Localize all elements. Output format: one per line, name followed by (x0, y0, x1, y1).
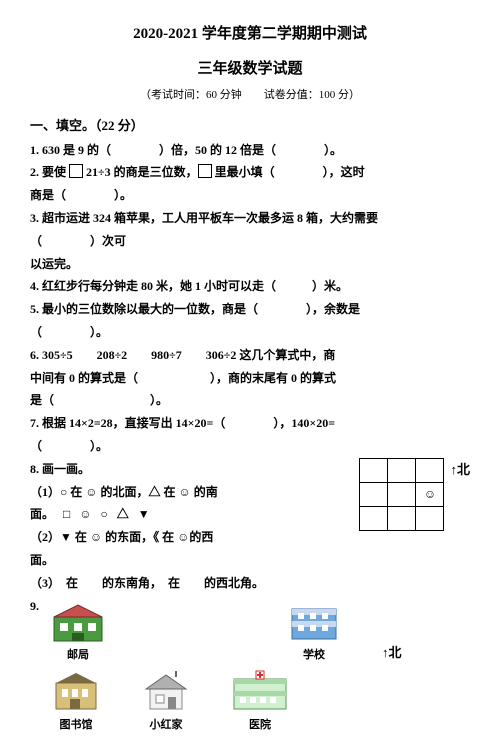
circle-symbol: ○ (101, 507, 108, 521)
q2c: 里最小填（ ），这时 (212, 165, 365, 179)
q7b: （ ）。 (30, 435, 470, 458)
q4: 4. 红红步行每分钟走 80 米，她 1 小时可以走（ ）米。 (30, 275, 470, 298)
q9: 9. (30, 595, 50, 618)
q2: 2. 要使 21÷3 的商是三位数， 里最小填（ ），这时 (30, 161, 470, 184)
hospital: 医院 (230, 669, 290, 736)
home-icon (142, 671, 190, 713)
q1: 1. 630 是 9 的（ ）倍，50 的 12 倍是（ ）。 (30, 139, 470, 162)
hospital-icon (230, 669, 290, 713)
north-arrow-2: ↑北 (382, 641, 402, 666)
home-label: 小红家 (150, 715, 183, 736)
smiley-icon: ☺ (79, 507, 91, 521)
library-label: 图书馆 (60, 715, 93, 736)
square-symbol: □ (63, 507, 70, 521)
section-1-header: 一、填空。（22 分） (30, 114, 470, 139)
north-label: 北 (457, 462, 470, 477)
down-triangle-symbol: ▼ (138, 507, 150, 521)
school-label: 学校 (303, 645, 325, 666)
q3c: 以运完。 (30, 253, 470, 276)
q9-row-2: 图书馆 小红家 (50, 669, 470, 736)
q7a: 7. 根据 14×2=28，直接写出 14×20=（ ），140×20= (30, 412, 470, 435)
q8-1a: （1）○ 在 ☺ 的北面，△ 在 ☺ 的南 (30, 481, 355, 504)
post-office-icon (50, 603, 106, 643)
box-icon (198, 164, 212, 178)
q6b: 中间有 0 的算式是（ ），商的末尾有 0 的算式 (30, 367, 470, 390)
q8-1b-text: 面。 (30, 507, 54, 521)
grid-smiley: ☺ (416, 482, 444, 506)
grid-wrap: ☺ ↑北 (355, 458, 470, 531)
q9-row-1: 邮局 学校 ↑北 (50, 599, 470, 666)
post-label: 邮局 (67, 645, 89, 666)
q6c: 是（ ）。 (30, 389, 470, 412)
q5a: 5. 最小的三位数除以最大的一位数，商是（ ），余数是 (30, 298, 470, 321)
home: 小红家 (142, 671, 190, 736)
north-arrow-1: ↑北 (450, 458, 470, 483)
q6a: 6. 305÷5 208÷2 980÷7 306÷2 这几个算式中，商 (30, 344, 470, 367)
q8-1b: 面。 □ ☺ ○ △ ▼ (30, 503, 355, 526)
q8-2b: 面。 (30, 549, 355, 572)
box-icon (69, 164, 83, 178)
title-line-1: 2020-2021 学年度第二学期期中测试 (30, 20, 470, 49)
q2b: 21÷3 的商是三位数， (83, 165, 198, 179)
q5b: （ ）。 (30, 321, 470, 344)
north-label-2: 北 (389, 645, 402, 660)
q3a: 3. 超市运进 324 箱苹果，工人用平板车一次最多运 8 箱，大约需要 (30, 207, 470, 230)
q8-2: （2）▼ 在 ☺ 的东面，《 在 ☺的西 (30, 526, 355, 549)
q2-line2: 商是（ ）。 (30, 184, 470, 207)
triangle-symbol: △ (117, 507, 129, 521)
q3b: （ ）次可 (30, 230, 470, 253)
post-office: 邮局 (50, 603, 106, 666)
hospital-label: 医院 (249, 715, 271, 736)
q8: 8. 画一画。 (30, 458, 355, 481)
library: 图书馆 (50, 671, 102, 736)
q2a: 2. 要使 (30, 165, 69, 179)
school-icon (286, 599, 342, 643)
library-icon (50, 671, 102, 713)
direction-grid: ☺ (359, 458, 444, 531)
q8-3: （3） 在 的东南角， 在 的西北角。 (30, 572, 355, 595)
school: 学校 (286, 599, 342, 666)
exam-meta: （考试时间：60 分钟 试卷分值：100 分） (30, 85, 470, 106)
title-line-2: 三年级数学试题 (30, 55, 470, 84)
